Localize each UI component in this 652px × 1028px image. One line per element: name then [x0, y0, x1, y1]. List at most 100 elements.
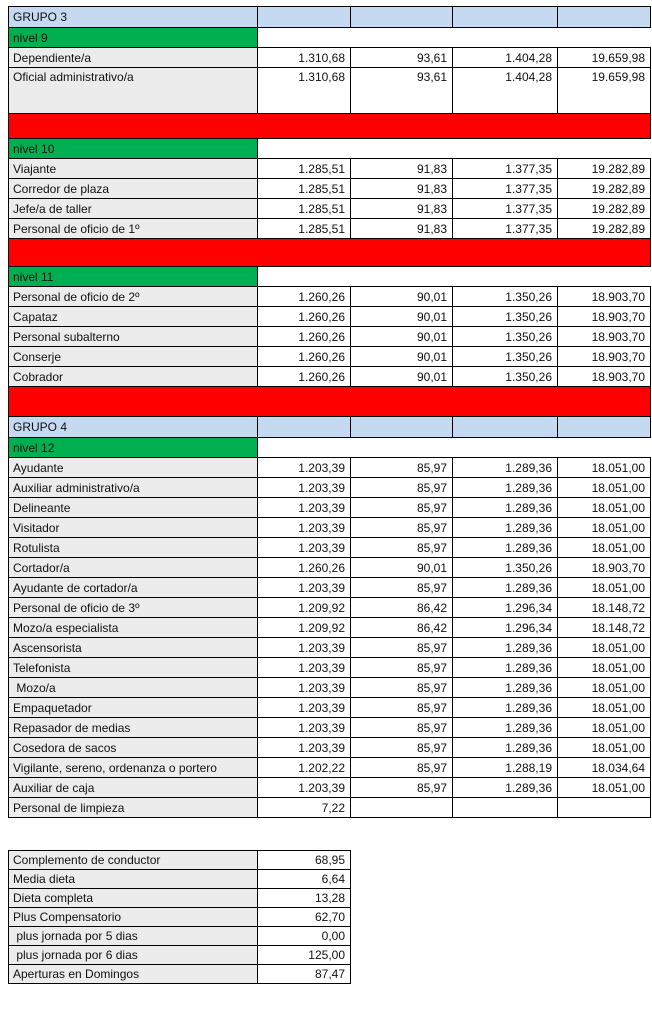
value-cell-1: 1.203,39 [257, 737, 351, 758]
value-cell-2: 85,97 [350, 697, 453, 718]
extras-row: Aperturas en Domingos 87,47 [8, 964, 351, 984]
value-cell-1: 1.203,39 [257, 537, 351, 558]
job-title-cell: Telefonista [8, 657, 258, 678]
value-cell-2: 85,97 [350, 477, 453, 498]
data-row: Jefe/a de taller 1.285,51 91,83 1.377,35 19.… [8, 198, 651, 219]
level-row: nivel 12 [8, 437, 651, 458]
data-row: Capataz 1.260,26 90,01 1.350,26 18.903,70 [8, 306, 651, 327]
value-cell-3: 1.289,36 [452, 717, 558, 738]
value-cell-3: 1.377,35 [452, 158, 558, 179]
value-cell-4: 18.051,00 [557, 677, 651, 698]
value-cell-4: 18.051,00 [557, 717, 651, 738]
value-cell-2: 85,97 [350, 637, 453, 658]
job-title-cell: Dependiente/a [8, 47, 258, 68]
value-cell-3: 1.289,36 [452, 537, 558, 558]
data-row: Viajante 1.285,51 91,83 1.377,35 19.282,89 [8, 158, 651, 179]
job-title-cell: Oficial administrativo/a [8, 67, 258, 114]
data-row: Oficial administrativo/a 1.310,68 93,61 1.4… [8, 67, 651, 114]
level-title-cell: nivel 10 [8, 138, 258, 159]
value-cell-2: 85,97 [350, 737, 453, 758]
value-cell-1: 1.260,26 [257, 286, 351, 307]
extras-row: Media dieta 6,64 [8, 869, 351, 889]
level-title-cell: nivel 12 [8, 437, 258, 458]
job-title-cell: Delineante [8, 497, 258, 518]
data-row: Visitador 1.203,39 85,97 1.289,36 18.051,00 [8, 517, 651, 538]
job-title-cell: Capataz [8, 306, 258, 327]
value-cell-3: 1.289,36 [452, 477, 558, 498]
value-cell-3: 1.289,36 [452, 637, 558, 658]
job-title-cell: Personal subalterno [8, 326, 258, 347]
value-cell-4: 18.051,00 [557, 577, 651, 598]
extras-row: plus jornada por 6 dias 125,00 [8, 945, 351, 965]
value-cell-1: 7,22 [257, 797, 351, 818]
value-cell-2: 85,97 [350, 657, 453, 678]
extra-label-cell: plus jornada por 6 dias [8, 945, 258, 965]
value-cell-1: 1.202,22 [257, 757, 351, 778]
value-cell-1: 1.260,26 [257, 346, 351, 367]
extra-value-cell: 125,00 [257, 945, 351, 965]
value-cell-3: 1.289,36 [452, 777, 558, 798]
value-cell-2: 85,97 [350, 777, 453, 798]
value-cell-3: 1.289,36 [452, 517, 558, 538]
value-cell-2: 85,97 [350, 517, 453, 538]
value-cell-3: 1.404,28 [452, 67, 558, 114]
value-cell-1: 1.203,39 [257, 677, 351, 698]
value-cell-3: 1.289,36 [452, 697, 558, 718]
value-cell-4: 18.148,72 [557, 617, 651, 638]
extra-value-cell: 62,70 [257, 907, 351, 927]
data-row: Personal de oficio de 1º 1.285,51 91,83 1.3… [8, 218, 651, 239]
value-cell-1: 1.209,92 [257, 597, 351, 618]
data-row: Auxiliar administrativo/a 1.203,39 85,97 1.… [8, 477, 651, 498]
value-cell-2: 90,01 [350, 306, 453, 327]
value-cell-1: 1.203,39 [257, 497, 351, 518]
value-cell-1: 1.310,68 [257, 47, 351, 68]
job-title-cell: Personal de limpieza [8, 797, 258, 818]
value-cell-1: 1.203,39 [257, 637, 351, 658]
data-row: Cortador/a 1.260,26 90,01 1.350,26 18.903,70 [8, 557, 651, 578]
value-cell-2: 85,97 [350, 757, 453, 778]
value-cell-4: 18.051,00 [557, 737, 651, 758]
value-cell-3: 1.377,35 [452, 198, 558, 219]
value-cell-3: 1.377,35 [452, 178, 558, 199]
data-row: Personal de oficio de 3º 1.209,92 86,42 1.2… [8, 597, 651, 618]
data-row: Ayudante de cortador/a 1.203,39 85,97 1.289… [8, 577, 651, 598]
data-row: Personal subalterno 1.260,26 90,01 1.350,26… [8, 326, 651, 347]
value-cell-2: 85,97 [350, 717, 453, 738]
value-cell-4: 18.051,00 [557, 777, 651, 798]
value-cell-4: 18.903,70 [557, 346, 651, 367]
job-title-cell: Rotulista [8, 537, 258, 558]
value-cell-3: 1.289,36 [452, 497, 558, 518]
job-title-cell: Ascensorista [8, 637, 258, 658]
job-title-cell: Cobrador [8, 366, 258, 387]
job-title-cell: Personal de oficio de 3º [8, 597, 258, 618]
job-title-cell: Ayudante de cortador/a [8, 577, 258, 598]
value-cell-1: 1.285,51 [257, 218, 351, 239]
value-cell-4: 18.051,00 [557, 497, 651, 518]
job-title-cell: Viajante [8, 158, 258, 179]
value-cell-1: 1.260,26 [257, 326, 351, 347]
data-row: Cosedora de sacos 1.203,39 85,97 1.289,36 18… [8, 737, 651, 758]
value-cell-2: 85,97 [350, 457, 453, 478]
value-cell-3 [452, 797, 558, 818]
data-row: Conserje 1.260,26 90,01 1.350,26 18.903,70 [8, 346, 651, 367]
value-cell-1: 1.209,92 [257, 617, 351, 638]
extra-value-cell: 13,28 [257, 888, 351, 908]
group-empty-cell [350, 416, 453, 438]
value-cell-4 [557, 797, 651, 818]
value-cell-4: 18.051,00 [557, 697, 651, 718]
value-cell-1: 1.203,39 [257, 697, 351, 718]
group-empty-cell [452, 416, 558, 438]
value-cell-2: 90,01 [350, 366, 453, 387]
value-cell-2: 91,83 [350, 178, 453, 199]
separator-row [8, 113, 651, 139]
value-cell-1: 1.285,51 [257, 198, 351, 219]
value-cell-4: 18.903,70 [557, 306, 651, 327]
job-title-cell: Cosedora de sacos [8, 737, 258, 758]
value-cell-2: 90,01 [350, 326, 453, 347]
value-cell-4: 19.282,89 [557, 178, 651, 199]
value-cell-2: 91,83 [350, 198, 453, 219]
group-title-cell: GRUPO 4 [8, 416, 258, 438]
value-cell-1: 1.285,51 [257, 158, 351, 179]
value-cell-3: 1.289,36 [452, 657, 558, 678]
value-cell-4: 18.903,70 [557, 286, 651, 307]
